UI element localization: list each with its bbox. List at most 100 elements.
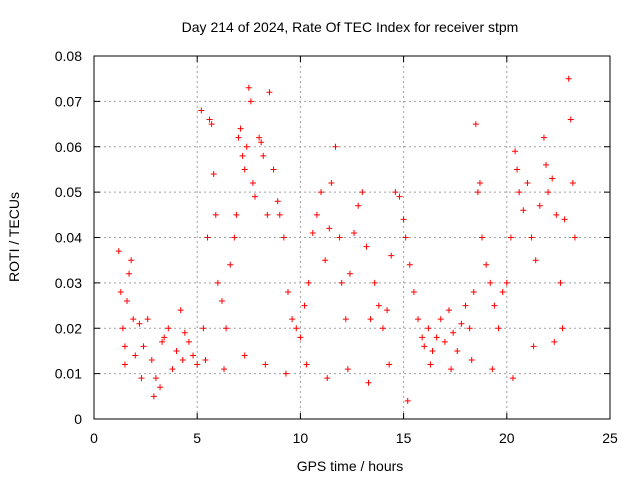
data-point bbox=[241, 352, 248, 359]
data-point bbox=[204, 234, 211, 241]
data-point bbox=[140, 343, 147, 350]
data-point bbox=[208, 121, 215, 128]
data-point bbox=[136, 320, 143, 327]
data-point bbox=[322, 257, 329, 264]
data-point bbox=[415, 316, 422, 323]
data-point bbox=[227, 261, 234, 268]
data-point bbox=[328, 180, 335, 187]
data-point bbox=[235, 134, 242, 141]
data-point bbox=[289, 316, 296, 323]
y-tick-label: 0.05 bbox=[55, 184, 82, 200]
data-point bbox=[198, 107, 205, 114]
data-point bbox=[260, 152, 267, 159]
data-point bbox=[524, 180, 531, 187]
data-point bbox=[503, 279, 510, 286]
data-point bbox=[223, 325, 230, 332]
data-points bbox=[115, 75, 578, 404]
data-point bbox=[371, 279, 378, 286]
data-point bbox=[200, 325, 207, 332]
data-point bbox=[470, 288, 477, 295]
data-point bbox=[293, 325, 300, 332]
data-point bbox=[165, 325, 172, 332]
chart-title: Day 214 of 2024, Rate Of TEC Index for r… bbox=[182, 19, 519, 35]
data-point bbox=[161, 334, 168, 341]
data-point bbox=[243, 143, 250, 150]
data-point bbox=[342, 316, 349, 323]
data-point bbox=[421, 343, 428, 350]
x-tick-label: 5 bbox=[193, 430, 201, 446]
data-point bbox=[472, 121, 479, 128]
data-point bbox=[297, 334, 304, 341]
data-point bbox=[309, 229, 316, 236]
data-point bbox=[132, 352, 139, 359]
data-point bbox=[212, 211, 219, 218]
data-point bbox=[148, 357, 155, 364]
data-point bbox=[441, 338, 448, 345]
data-point bbox=[264, 211, 271, 218]
y-tick-label: 0.02 bbox=[55, 320, 82, 336]
data-point bbox=[476, 180, 483, 187]
data-point bbox=[270, 166, 277, 173]
data-point bbox=[561, 216, 568, 223]
data-point bbox=[262, 361, 269, 368]
data-point bbox=[130, 316, 137, 323]
data-point bbox=[121, 343, 128, 350]
data-point bbox=[549, 175, 556, 182]
data-point bbox=[400, 216, 407, 223]
data-point bbox=[410, 288, 417, 295]
data-point bbox=[514, 166, 521, 173]
data-point bbox=[221, 366, 228, 373]
data-point bbox=[181, 329, 188, 336]
y-tick-label: 0.06 bbox=[55, 139, 82, 155]
data-point bbox=[351, 229, 358, 236]
data-point bbox=[138, 375, 145, 382]
data-point bbox=[363, 243, 370, 250]
data-point bbox=[256, 134, 263, 141]
y-tick-label: 0.07 bbox=[55, 93, 82, 109]
x-tick-label: 0 bbox=[90, 430, 98, 446]
data-point bbox=[499, 288, 506, 295]
data-point bbox=[540, 134, 547, 141]
data-point bbox=[545, 189, 552, 196]
data-point bbox=[512, 148, 519, 155]
data-point bbox=[241, 166, 248, 173]
data-point bbox=[551, 338, 558, 345]
data-point bbox=[115, 248, 122, 255]
data-point bbox=[536, 202, 543, 209]
data-point bbox=[173, 347, 180, 354]
y-tick-label: 0.08 bbox=[55, 48, 82, 64]
data-point bbox=[448, 366, 455, 373]
data-point bbox=[396, 193, 403, 200]
data-point bbox=[301, 302, 308, 309]
data-point bbox=[450, 329, 457, 336]
data-point bbox=[365, 379, 372, 386]
data-point bbox=[429, 347, 436, 354]
data-point bbox=[190, 352, 197, 359]
x-tick-label: 20 bbox=[499, 430, 515, 446]
data-point bbox=[553, 211, 560, 218]
data-point bbox=[483, 261, 490, 268]
data-point bbox=[355, 202, 362, 209]
data-point bbox=[567, 116, 574, 123]
data-point bbox=[233, 211, 240, 218]
data-point bbox=[491, 302, 498, 309]
data-point bbox=[338, 279, 345, 286]
data-point bbox=[152, 375, 159, 382]
data-point bbox=[419, 334, 426, 341]
data-point bbox=[487, 279, 494, 286]
data-point bbox=[336, 234, 343, 241]
data-point bbox=[402, 234, 409, 241]
data-point bbox=[119, 325, 126, 332]
data-point bbox=[489, 366, 496, 373]
data-point bbox=[318, 189, 325, 196]
data-point bbox=[324, 375, 331, 382]
x-tick-label: 25 bbox=[602, 430, 618, 446]
data-point bbox=[202, 357, 209, 364]
data-point bbox=[454, 347, 461, 354]
data-point bbox=[305, 279, 312, 286]
data-point bbox=[495, 325, 502, 332]
data-point bbox=[258, 139, 265, 146]
data-point bbox=[150, 393, 157, 400]
data-point bbox=[386, 361, 393, 368]
